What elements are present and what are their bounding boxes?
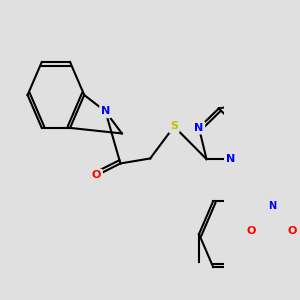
Text: S: S: [170, 122, 178, 131]
Text: O: O: [92, 170, 101, 181]
Text: N: N: [226, 154, 236, 164]
Text: O: O: [246, 226, 256, 236]
Text: O: O: [288, 226, 297, 236]
Text: N: N: [194, 123, 204, 133]
Text: N: N: [268, 201, 276, 212]
Text: N: N: [101, 106, 110, 116]
